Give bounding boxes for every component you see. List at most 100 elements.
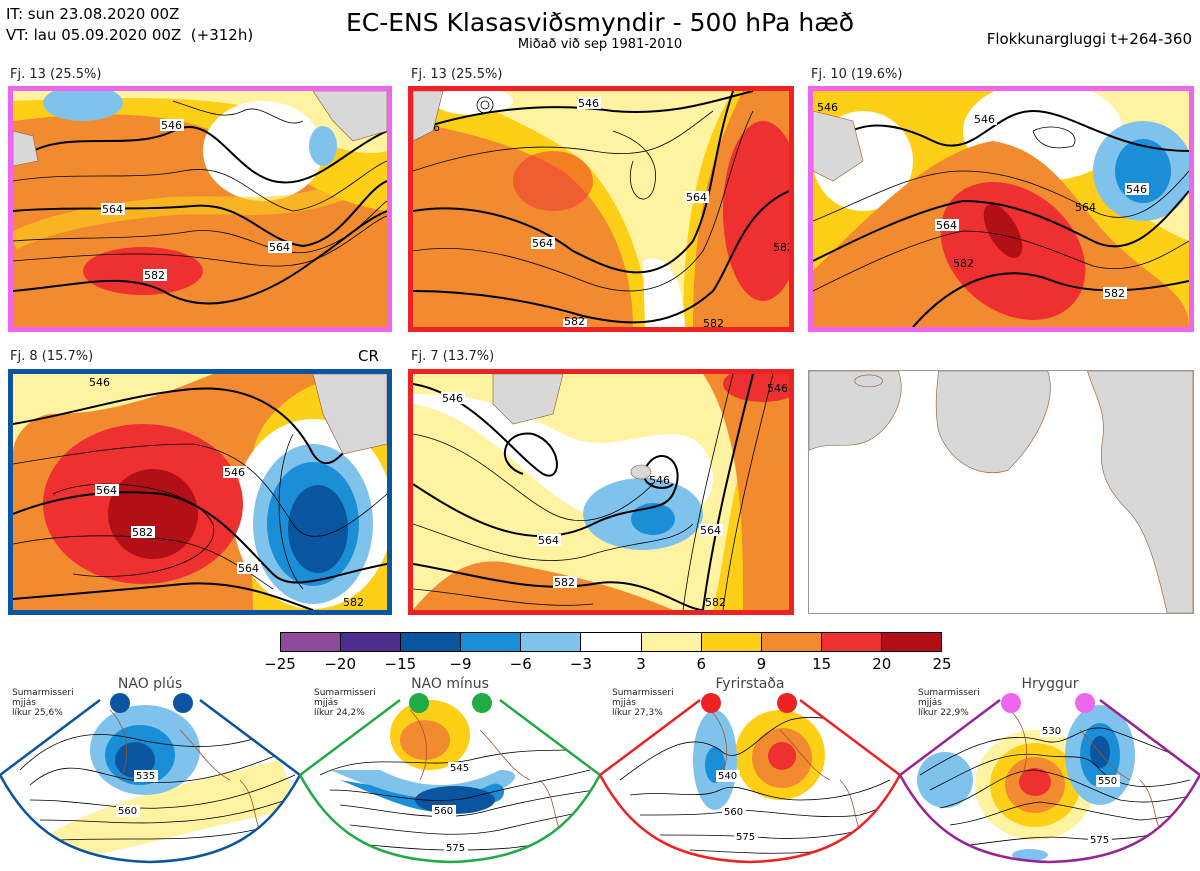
regime-contour-label: 575 [446,843,465,854]
regime-note-1: Sumarmisseri mjjás líkur 25,6% [12,688,74,718]
cluster-label-2: Fj. 13 (25.5%) [411,67,503,82]
colorbar-tick-label: −3 [569,655,592,673]
regime-marker-dot [1001,693,1021,713]
regime-marker-dot [701,693,721,713]
regime-note-line: líkur 24,2% [314,708,365,718]
cluster-label-5: Fj. 7 (13.7%) [411,349,495,364]
regime-note-line: mjjás [612,698,636,708]
colorbar-swatch [880,633,942,651]
contour-label: 546 [89,376,110,389]
regime-marker-dot [110,693,130,713]
colorbar-tick-label: 20 [872,655,892,673]
valid-time: VT: lau 05.09.2020 00Z (+312h) [6,26,254,44]
colorbar-swatch [340,633,401,651]
page-subtitle: Miðað við sep 1981-2010 [517,37,683,52]
contour-label: 546 [578,97,599,110]
base-map-graphic [809,371,1193,613]
regime-map-ridge: 530 550 575 [900,700,1200,862]
contour-label: 582 [773,241,789,254]
colorbar-tick-label: −15 [384,655,417,673]
empty-map-panel [808,370,1194,614]
regime-marker-dot [1075,693,1095,713]
colorbar-tick-label: 25 [932,655,952,673]
colorbar-swatch [460,633,521,651]
colorbar [280,632,942,652]
cluster-map-4-graphic: 546 564 582 564 546 582 [13,374,387,610]
colorbar-swatch [281,633,341,651]
regime-note-line: líkur 27,3% [612,708,663,718]
colorbar-tick-label: 3 [636,655,646,673]
regime-map-blocking: 540 560 575 [600,700,900,862]
contour-label: 546 [224,466,245,479]
colorbar-swatch [640,633,701,651]
regime-note-2: Sumarmisseri mjjás líkur 24,2% [314,688,376,718]
cluster-label-1: Fj. 13 (25.5%) [10,67,102,82]
contour-label: 546 [442,392,463,405]
regime-note-line: líkur 25,6% [12,708,63,718]
contour-label: 582 [703,317,724,327]
colorbar-swatch [700,633,761,651]
contour-label: 564 [686,191,707,204]
colorbar-tick-label: −20 [324,655,356,673]
regime-title-2: NAO mínus [411,676,489,692]
regime-note-line: mjjás [12,698,36,708]
colorbar-swatch [520,633,581,651]
contour-label: 546 [974,113,995,126]
contour-label: 582 [132,526,153,539]
page-title: EC-ENS Klasasviðsmyndir - 500 hPa hæð [345,8,855,37]
contour-label: 564 [532,237,553,250]
cluster-map-2[interactable]: 546 546 564 564 582 582 582 [408,86,794,332]
regime-contour-label: 560 [118,806,137,817]
regime-contour-label: 575 [1090,835,1109,846]
regime-note-3: Sumarmisseri mjjás líkur 27,3% [612,688,674,718]
regime-note-4: Sumarmisseri mjjás líkur 22,9% [918,688,980,718]
contour-label: 564 [1075,201,1096,214]
cluster-map-3[interactable]: 546 546 546 564 564 582 582 [808,86,1194,332]
colorbar-swatch [760,633,821,651]
contour-label: 564 [269,241,290,254]
cluster-label-3: Fj. 10 (19.6%) [811,67,903,82]
contour-label: 546 [649,474,670,487]
regime-title-1: NAO plús [117,676,183,692]
contour-label: 582 [1104,287,1125,300]
contour-label: 564 [96,484,117,497]
regime-contour-label: 575 [736,832,755,843]
cluster-label-4: Fj. 8 (15.7%) [10,349,94,364]
contour-label: 546 [767,382,788,395]
cluster-window: Flokkunargluggi t+264-360 [986,30,1192,48]
cluster-map-1-graphic: 546 564 564 582 [13,91,387,305]
regime-note-line: mjjás [918,698,942,708]
regime-marker-dot [777,693,797,713]
colorbar-tick-label: −25 [264,655,296,673]
regime-note-line: Sumarmisseri [12,688,74,698]
regime-maps: 535 560 545 560 575 [0,693,1200,864]
contour-label: 546 [1126,183,1147,196]
regime-contour-label: 545 [450,763,469,774]
colorbar-tick-label: 15 [812,655,832,673]
contour-label: 564 [102,203,123,216]
regime-contour-label: 530 [1042,726,1061,737]
cluster-map-4[interactable]: 546 564 582 564 546 582 [8,369,392,615]
init-time: IT: sun 23.08.2020 00Z [6,5,180,23]
regime-marker-dot [409,693,429,713]
regime-map-nao-plus: 535 560 [0,700,300,862]
contour-label: 546 [817,101,838,114]
cluster-map-1[interactable]: 546 564 564 582 [8,86,392,332]
regime-contour-label: 540 [718,771,737,782]
regime-contour-label: 560 [724,807,743,818]
cluster-map-5[interactable]: 546 546 546 564 564 582 582 [408,369,794,615]
regime-map-nao-minus: 545 560 575 [300,700,600,862]
contour-label: 582 [564,315,585,327]
header-run-info: IT: sun 23.08.2020 00Z VT: lau 05.09.202… [6,4,253,46]
contour-label: 582 [554,576,575,589]
climatological-regime-tag: CR [358,347,379,365]
contour-label: 564 [936,219,957,232]
colorbar-tick-label: 9 [756,655,767,673]
contour-label: 546 [161,119,182,132]
cluster-map-3-graphic: 546 546 546 564 564 582 582 [813,91,1189,327]
regime-marker-dot [173,693,193,713]
regime-contour-label: 535 [136,771,155,782]
cluster-map-5-graphic: 546 546 546 564 564 582 582 [413,374,789,610]
colorbar-swatch [400,633,461,651]
regime-marker-dot [472,693,492,713]
